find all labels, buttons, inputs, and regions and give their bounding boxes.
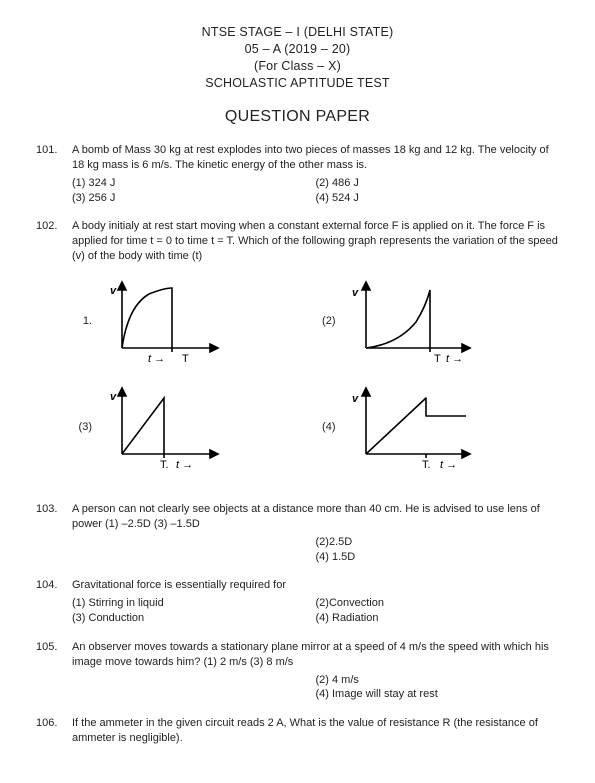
option-3: (3) Conduction: [72, 611, 316, 626]
svg-text:T.: T.: [160, 459, 169, 471]
svg-text:v: v: [352, 393, 359, 405]
graph-label: (3): [72, 420, 104, 435]
header-line-3: (For Class – X): [36, 58, 559, 75]
question-number: 102.: [36, 219, 72, 488]
graph-label: (2): [316, 314, 348, 329]
option-1: (1) 324 J: [72, 176, 316, 191]
options: (1) 324 J (2) 486 J (3) 256 J (4) 524 J: [72, 176, 559, 206]
question-text: If the ammeter in the given circuit read…: [72, 716, 559, 746]
question-106: 106. If the ammeter in the given circuit…: [36, 716, 559, 749]
svg-text:t →: t →: [148, 353, 165, 365]
question-number: 105.: [36, 640, 72, 702]
options: (2)2.5D (4) 1.5D: [72, 535, 559, 565]
svg-text:v: v: [352, 287, 359, 299]
graph-2: (2) v T t →: [316, 272, 560, 378]
question-body: An observer moves towards a stationary p…: [72, 640, 559, 702]
question-text: An observer moves towards a stationary p…: [72, 640, 559, 670]
option-2: (2) 4 m/s: [316, 673, 560, 688]
question-body: If the ammeter in the given circuit read…: [72, 716, 559, 749]
question-body: A person can not clearly see objects at …: [72, 502, 559, 564]
question-number: 101.: [36, 143, 72, 205]
graphs-grid: 1. v t → T (2): [72, 272, 559, 484]
graph-2-svg: v T t →: [348, 276, 478, 366]
header-line-1: NTSE STAGE – I (DELHI STATE): [36, 24, 559, 41]
question-body: A bomb of Mass 30 kg at rest explodes in…: [72, 143, 559, 205]
svg-text:T.: T.: [422, 459, 431, 471]
option-4: (4) 524 J: [316, 191, 560, 206]
graph-1: 1. v t → T: [72, 272, 316, 378]
option-4: (4) Radiation: [316, 611, 560, 626]
option-2: (2)Convection: [316, 596, 560, 611]
options: (2) 4 m/s (4) Image will stay at rest: [72, 673, 559, 703]
option-spacer: [72, 687, 316, 702]
graph-4-svg: v T. t →: [348, 382, 478, 472]
question-body: Gravitational force is essentially requi…: [72, 578, 559, 626]
header: NTSE STAGE – I (DELHI STATE) 05 – A (201…: [36, 24, 559, 92]
svg-text:v: v: [110, 391, 117, 403]
question-text: A body initialy at rest start moving whe…: [72, 219, 559, 264]
question-text: A bomb of Mass 30 kg at rest explodes in…: [72, 143, 559, 173]
header-line-2: 05 – A (2019 – 20): [36, 41, 559, 58]
graph-3: (3) v T. t →: [72, 378, 316, 484]
option-spacer: [72, 673, 316, 688]
graph-label: (4): [316, 420, 348, 435]
question-body: A body initialy at rest start moving whe…: [72, 219, 559, 488]
question-105: 105. An observer moves towards a station…: [36, 640, 559, 702]
question-103: 103. A person can not clearly see object…: [36, 502, 559, 564]
question-number: 104.: [36, 578, 72, 626]
question-101: 101. A bomb of Mass 30 kg at rest explod…: [36, 143, 559, 205]
option-2: (2)2.5D: [316, 535, 560, 550]
question-text: Gravitational force is essentially requi…: [72, 578, 559, 593]
svg-text:T: T: [182, 353, 189, 365]
graph-4: (4) v T. t →: [316, 378, 560, 484]
graph-label: 1.: [72, 314, 104, 329]
svg-text:T: T: [434, 353, 441, 365]
question-text: A person can not clearly see objects at …: [72, 502, 559, 532]
option-3: (3) 256 J: [72, 191, 316, 206]
option-1: (1) Stirring in liquid: [72, 596, 316, 611]
option-2: (2) 486 J: [316, 176, 560, 191]
graph-1-svg: v t → T: [104, 276, 224, 366]
graph-3-svg: v T. t →: [104, 382, 224, 472]
option-spacer: [72, 535, 316, 550]
question-number: 103.: [36, 502, 72, 564]
option-spacer: [72, 550, 316, 565]
option-4: (4) 1.5D: [316, 550, 560, 565]
question-number: 106.: [36, 716, 72, 749]
question-102: 102. A body initialy at rest start movin…: [36, 219, 559, 488]
svg-text:v: v: [110, 285, 117, 297]
question-104: 104. Gravitational force is essentially …: [36, 578, 559, 626]
svg-text:t →: t →: [176, 459, 193, 471]
question-paper-title: QUESTION PAPER: [36, 106, 559, 128]
svg-text:t →: t →: [446, 353, 463, 365]
option-4: (4) Image will stay at rest: [316, 687, 560, 702]
header-line-4: SCHOLASTIC APTITUDE TEST: [36, 75, 559, 92]
options: (1) Stirring in liquid (2)Convection (3)…: [72, 596, 559, 626]
svg-text:t →: t →: [440, 459, 457, 471]
